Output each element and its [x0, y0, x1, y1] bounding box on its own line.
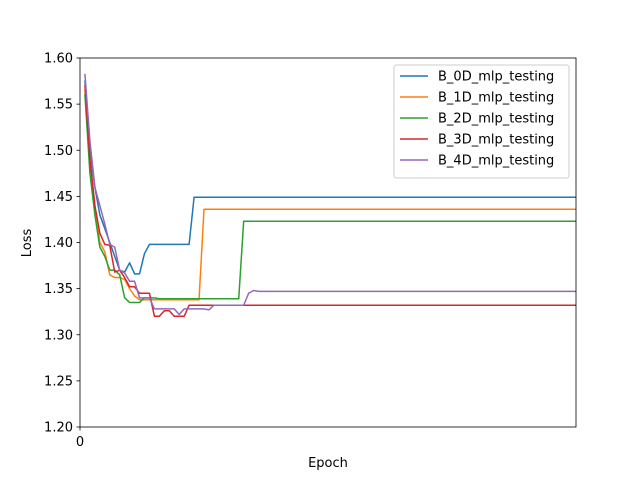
series-line-2 [84, 94, 576, 304]
y-tick-label: 1.55 [44, 98, 73, 113]
series-line-3 [84, 84, 576, 318]
x-axis-label: Epoch [308, 456, 348, 471]
y-tick-label: 1.25 [44, 374, 73, 389]
legend-entry-label: B_1D_mlp_testing [438, 91, 554, 106]
plot-area [84, 73, 576, 318]
y-tick-label: 1.35 [44, 282, 73, 297]
y-tick-label: 1.30 [44, 328, 73, 343]
y-tick-label: 1.40 [44, 236, 73, 251]
series-line-4 [84, 73, 576, 316]
legend-entry-label: B_0D_mlp_testing [438, 70, 554, 85]
y-tick-label: 1.60 [44, 52, 73, 67]
y-tick-label: 1.20 [44, 421, 73, 436]
series-line-0 [84, 80, 576, 275]
y-tick-label: 1.45 [44, 190, 73, 205]
series-group [84, 73, 576, 318]
legend-entry-label: B_2D_mlp_testing [438, 112, 554, 127]
axes: 1.20 1.25 1.30 1.35 1.40 1.45 1.50 1.55 1.60 0 [44, 52, 577, 450]
legend-entry-label: B_4D_mlp_testing [438, 154, 554, 169]
y-axis-label: Loss [20, 229, 35, 258]
legend-entry-label: B_3D_mlp_testing [438, 133, 554, 148]
series-line-1 [84, 89, 576, 301]
legend: B_0D_mlp_testing B_1D_mlp_testing B_2D_mlp… [393, 64, 570, 179]
y-tick-label: 1.50 [44, 144, 73, 159]
x-tick-label: 0 [76, 435, 84, 450]
legend-box [393, 64, 570, 179]
